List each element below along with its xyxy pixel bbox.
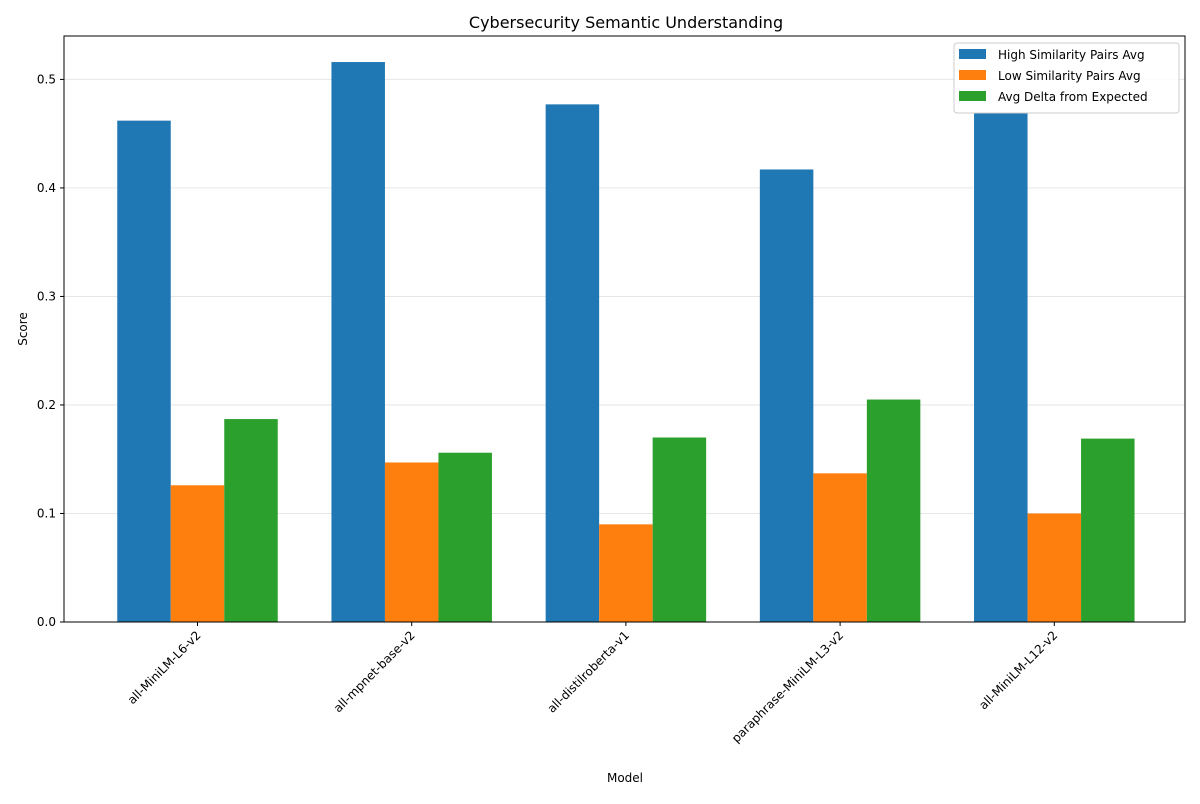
bars xyxy=(117,62,1135,623)
legend-swatch xyxy=(959,70,986,80)
legend-swatch xyxy=(959,91,986,101)
legend-label: Low Similarity Pairs Avg xyxy=(998,69,1141,83)
x-axis-label: Model xyxy=(607,771,643,785)
y-tick-label: 0.0 xyxy=(37,615,56,629)
x-tick-label: all-mpnet-base-v2 xyxy=(331,628,418,715)
y-tick-label: 0.2 xyxy=(37,398,56,412)
legend: High Similarity Pairs Avg Low Similarity … xyxy=(953,42,1180,114)
bar xyxy=(545,104,600,622)
x-axis: all-MiniLM-L6-v2 all-mpnet-base-v2 all-dis… xyxy=(125,622,1060,745)
bar xyxy=(1027,513,1082,622)
legend-label: Avg Delta from Expected xyxy=(998,90,1148,104)
bar xyxy=(813,473,867,622)
bar xyxy=(170,485,225,622)
bar xyxy=(652,437,707,622)
chart-title: Cybersecurity Semantic Understanding xyxy=(469,13,783,32)
x-tick-label: paraphrase-MiniLM-L3-v2 xyxy=(729,628,846,745)
legend-box xyxy=(953,42,1180,114)
bar xyxy=(599,524,653,622)
y-tick-label: 0.5 xyxy=(37,72,56,86)
bar xyxy=(331,62,385,623)
bar xyxy=(384,462,439,622)
legend-label: High Similarity Pairs Avg xyxy=(998,48,1145,62)
bar xyxy=(866,399,921,622)
y-tick-label: 0.4 xyxy=(37,181,56,195)
x-tick-label: all-MiniLM-L12-v2 xyxy=(976,628,1060,712)
plot-frame xyxy=(63,35,1186,623)
x-tick-label: all-MiniLM-L6-v2 xyxy=(125,628,204,707)
y-tick-label: 0.3 xyxy=(37,289,56,303)
bar xyxy=(438,452,492,622)
legend-swatch xyxy=(959,49,986,59)
y-tick-label: 0.1 xyxy=(37,506,56,520)
y-axis-label: Score xyxy=(16,312,30,346)
bar xyxy=(117,120,171,623)
bar xyxy=(974,113,1028,622)
bar xyxy=(224,419,278,622)
bar xyxy=(1081,438,1135,622)
x-tick-label: all-distilroberta-v1 xyxy=(545,628,632,715)
y-axis: 0.0 0.1 0.2 0.3 0.4 0.5 xyxy=(37,72,64,629)
bar xyxy=(759,169,814,622)
